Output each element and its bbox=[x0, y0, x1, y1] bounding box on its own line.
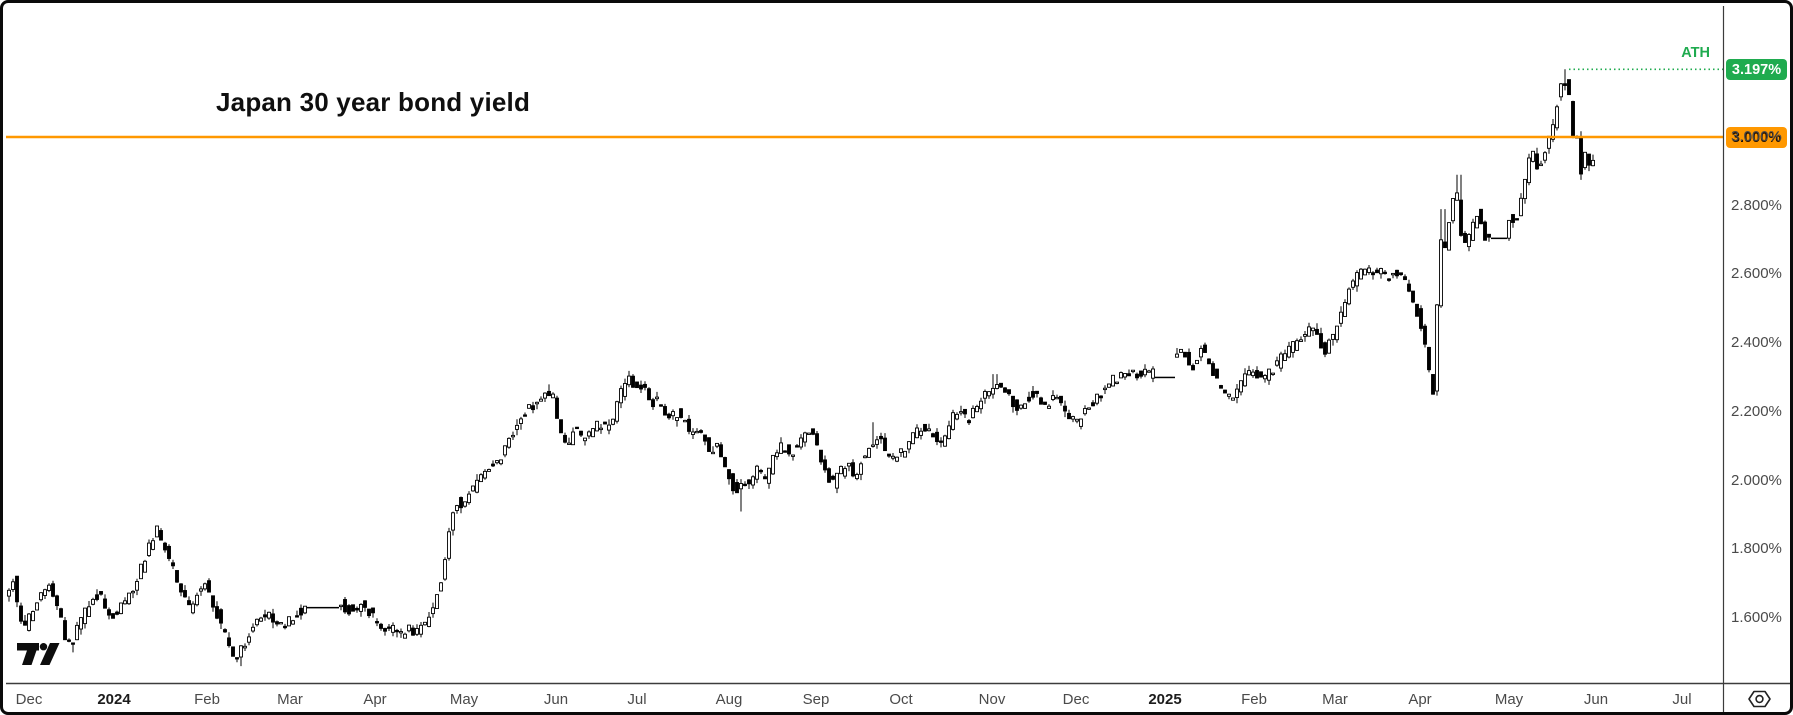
price-tick-label: 3.000% bbox=[1731, 128, 1782, 145]
time-tick-label: Nov bbox=[978, 691, 1006, 708]
time-tick-label: May bbox=[449, 691, 479, 708]
time-axis[interactable]: Dec 2024 Feb Mar Apr May Jun Jul Aug Sep Oct Nov Dec… bbox=[3, 684, 1790, 712]
time-tick-label: Mar bbox=[277, 691, 303, 708]
ath-label: ATH bbox=[1681, 45, 1710, 61]
time-tick-label: Sep bbox=[802, 691, 830, 708]
time-tick-label: Aug bbox=[715, 691, 743, 708]
chart-title: Japan 30 year bond yield bbox=[216, 87, 531, 117]
price-tick-label: 1.600% bbox=[1731, 608, 1782, 626]
time-tick-label: Apr bbox=[363, 691, 387, 708]
time-tick-label: Feb bbox=[194, 691, 220, 708]
time-tick-label: Dec bbox=[1062, 691, 1090, 708]
time-tick-label: Dec bbox=[15, 691, 43, 708]
time-tick-label: Apr bbox=[1408, 691, 1432, 708]
price-tick-label: 2.800% bbox=[1731, 196, 1782, 214]
time-tick-label: May bbox=[1494, 691, 1524, 708]
resistance-price-tag: 3.000% bbox=[1726, 127, 1787, 148]
tradingview-logo-icon[interactable] bbox=[17, 643, 60, 665]
time-tick-label: Jul bbox=[1672, 691, 1692, 708]
time-tick-year-label: 2025 bbox=[1148, 691, 1182, 708]
price-tick-label: 1.800% bbox=[1731, 540, 1782, 558]
price-tick-label: 2.600% bbox=[1731, 265, 1782, 283]
price-tick-label: 2.400% bbox=[1731, 334, 1782, 352]
time-tick-label: Jun bbox=[1583, 691, 1609, 708]
time-tick-label: Jun bbox=[543, 691, 569, 708]
time-tick-label: Oct bbox=[889, 691, 913, 708]
price-tick-label: 2.200% bbox=[1731, 402, 1782, 420]
time-tick-label: Mar bbox=[1322, 691, 1348, 708]
time-tick-year-label: 2024 bbox=[97, 691, 131, 708]
price-tick-label: 2.000% bbox=[1731, 471, 1782, 489]
axis-settings-icon[interactable] bbox=[1748, 690, 1771, 708]
time-tick-label: Feb bbox=[1241, 691, 1267, 708]
candlestick-plot[interactable] bbox=[3, 3, 1793, 715]
time-tick-label: Jul bbox=[627, 691, 647, 708]
price-axis[interactable]: 3.000% 2.800% 2.600% 2.400% 2.200% 2.000% 1.80… bbox=[1723, 3, 1790, 683]
ath-price-tag: 3.197% bbox=[1726, 59, 1787, 80]
